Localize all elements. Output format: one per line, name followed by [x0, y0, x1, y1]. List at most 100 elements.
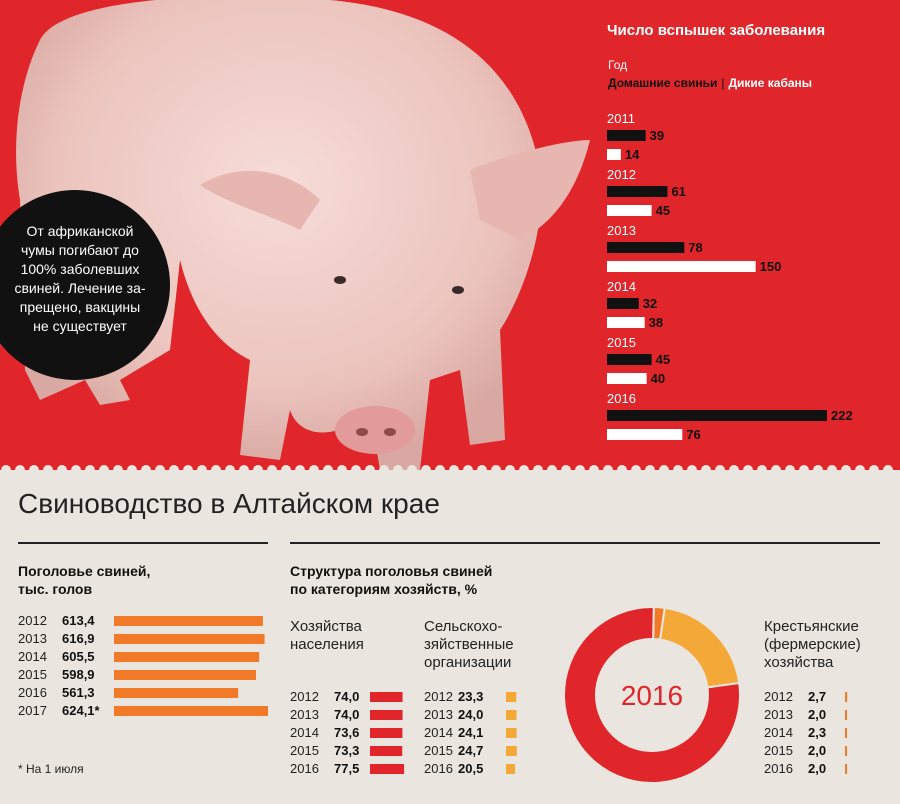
structure-year-label: 2015 — [764, 743, 793, 758]
pig-illustration — [16, 0, 590, 470]
herd-value-label: 616,9 — [62, 631, 95, 646]
outbreak-bar — [607, 186, 668, 197]
herd-year-label: 2015 — [18, 667, 47, 682]
herd-bar — [114, 706, 268, 716]
structure-value-label: 24,1 — [458, 725, 483, 740]
herd-value-label: 605,5 — [62, 649, 95, 664]
structure-value-label: 77,5 — [334, 761, 359, 776]
outbreak-year-label: 2013 — [607, 223, 636, 238]
outbreak-bar — [607, 373, 647, 384]
structure-bar — [506, 728, 517, 738]
donut-center-label: 2016 — [621, 680, 683, 711]
structure-bar — [506, 764, 516, 774]
structure-value-label: 2,0 — [808, 761, 826, 776]
herd-bar — [114, 670, 257, 680]
herd-value-label: 624,1* — [62, 703, 101, 718]
main-title: Свиноводство в Алтайском крае — [18, 488, 440, 519]
outbreak-year-label: 2012 — [607, 167, 636, 182]
outbreak-bar — [607, 298, 639, 309]
herd-value-label: 613,4 — [62, 613, 95, 628]
outbreaks-year-label: Год — [608, 58, 628, 72]
structure-bar — [845, 710, 847, 720]
outbreak-value-label: 150 — [760, 259, 782, 274]
outbreak-value-label: 76 — [686, 427, 700, 442]
outbreak-bar — [607, 317, 645, 328]
structure-value-label: 24,7 — [458, 743, 483, 758]
structure-year-label: 2015 — [424, 743, 453, 758]
structure-year-label: 2013 — [764, 707, 793, 722]
structure-year-label: 2012 — [290, 689, 319, 704]
herd-footnote: * На 1 июля — [18, 762, 84, 776]
outbreak-value-label: 32 — [643, 296, 657, 311]
structure-bar — [370, 764, 405, 774]
outbreak-value-label: 14 — [625, 147, 640, 162]
outbreak-value-label: 45 — [656, 352, 670, 367]
outbreak-bar — [607, 261, 756, 272]
outbreak-year-label: 2016 — [607, 391, 636, 406]
cat2-label: Сельскохо- зяйственные организации — [424, 618, 514, 671]
legend-wild: Дикие кабаны — [728, 76, 813, 90]
outbreak-year-label: 2011 — [607, 111, 635, 126]
outbreak-bar — [607, 354, 652, 365]
herd-value-label: 561,3 — [62, 685, 95, 700]
structure-value-label: 74,0 — [334, 707, 359, 722]
callout-text: От африканской чумы погибают до 100% заб… — [14, 223, 146, 334]
structure-bar — [506, 710, 517, 720]
cat1-label: Хозяйства населения — [290, 618, 364, 653]
structure-bar — [845, 728, 847, 738]
outbreak-value-label: 61 — [671, 184, 685, 199]
structure-bar — [845, 746, 847, 756]
outbreak-year-label: 2015 — [607, 335, 636, 350]
callout-circle — [0, 190, 170, 380]
herd-year-label: 2017 — [18, 703, 47, 718]
outbreak-value-label: 40 — [651, 371, 665, 386]
herd-year-label: 2014 — [18, 649, 47, 664]
structure-bar — [370, 692, 403, 702]
outbreak-value-label: 38 — [649, 315, 663, 330]
structure-bar — [506, 746, 517, 756]
structure-year-label: 2012 — [764, 689, 793, 704]
structure-bar — [506, 692, 517, 702]
structure-bar — [845, 692, 848, 702]
structure-year-label: 2013 — [290, 707, 319, 722]
cat3-label: Крестьянские (фермерские) хозяйства — [764, 618, 861, 671]
structure-title: Структура поголовья свиней по категориям… — [290, 563, 493, 597]
divider-structure — [290, 542, 880, 544]
herd-year-label: 2012 — [18, 613, 47, 628]
structure-value-label: 73,3 — [334, 743, 359, 758]
outbreaks-legend: Домашние свиньи | Дикие кабаны — [608, 76, 812, 90]
herd-year-label: 2013 — [18, 631, 47, 646]
structure-value-label: 74,0 — [334, 689, 359, 704]
outbreak-bar — [607, 149, 621, 160]
structure-value-label: 2,0 — [808, 743, 826, 758]
structure-value-label: 2,7 — [808, 689, 826, 704]
structure-year-label: 2015 — [290, 743, 319, 758]
structure-year-label: 2014 — [290, 725, 319, 740]
structure-year-label: 2016 — [424, 761, 453, 776]
legend-separator: | — [721, 76, 725, 90]
structure-value-label: 2,0 — [808, 707, 826, 722]
structure-year-label: 2013 — [424, 707, 453, 722]
structure-year-label: 2014 — [424, 725, 453, 740]
structure-value-label: 23,3 — [458, 689, 483, 704]
herd-bar — [114, 688, 239, 698]
structure-bar — [370, 728, 403, 738]
outbreaks-title: Число вспышек заболевания — [607, 22, 826, 39]
donut-slice — [658, 606, 741, 689]
outbreak-value-label: 78 — [688, 240, 702, 255]
outbreak-year-label: 2014 — [607, 279, 636, 294]
structure-value-label: 24,0 — [458, 707, 483, 722]
structure-bar — [845, 764, 847, 774]
herd-title: Поголовье свиней, тыс. голов — [18, 563, 151, 597]
structure-year-label: 2012 — [424, 689, 453, 704]
outbreak-bar — [607, 410, 827, 421]
bottom-charts: 2012 613,4 2013 616,9 2014 605,5 2015 598,9 2016… — [18, 605, 848, 784]
structure-value-label: 20,5 — [458, 761, 483, 776]
outbreak-value-label: 45 — [656, 203, 670, 218]
outbreak-bar — [607, 205, 652, 216]
divider-herd — [18, 542, 268, 544]
outbreak-bar — [607, 429, 683, 440]
herd-year-label: 2016 — [18, 685, 47, 700]
outbreak-value-label: 39 — [650, 128, 664, 143]
outbreak-chart: 2011391420126145201378150201432382015454… — [607, 111, 853, 442]
